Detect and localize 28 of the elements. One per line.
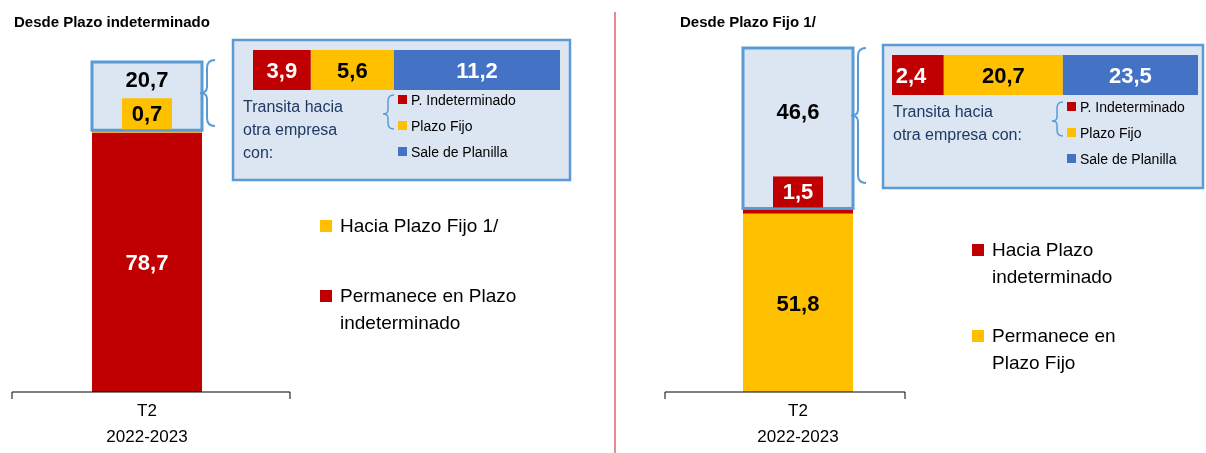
- legend-label: Hacia Plazo Fijo 1/: [340, 215, 500, 236]
- data-label: 46,6: [776, 99, 820, 125]
- data-label: 78,7: [125, 250, 169, 276]
- legend-label: Hacia Plazo indeterminado: [992, 239, 1113, 287]
- legend-label: P. Indeterminado: [411, 92, 517, 108]
- data-label: 23,5: [1109, 63, 1152, 88]
- legend-label: Permanece en Plazo Fijo: [992, 325, 1116, 373]
- legend-title: Transita hacia otra empresa con:: [893, 103, 1022, 143]
- legend-label: Plazo Fijo: [1080, 125, 1142, 141]
- data-label: 5,6: [337, 58, 368, 83]
- data-label: 51,8: [776, 290, 820, 316]
- x-tick-label: T2 2022-2023: [106, 401, 188, 446]
- legend-label: Sale de Planilla: [411, 144, 508, 160]
- chart-title: Desde Plazo Fijo 1/: [680, 13, 817, 30]
- data-label: 11,2: [456, 58, 498, 83]
- legend-title: Transita hacia otra empresa con:: [243, 98, 343, 161]
- x-tick-label: T2 2022-2023: [757, 401, 839, 446]
- data-label: 3,9: [266, 58, 298, 83]
- data-label: 20,7: [981, 63, 1025, 88]
- legend-label: Permanece en Plazo indeterminado: [340, 285, 517, 333]
- chart-title: Desde Plazo indeterminado: [14, 13, 210, 30]
- data-label: 1,5: [782, 179, 814, 205]
- data-label: 0,7: [131, 101, 163, 127]
- legend-label: Plazo Fijo: [411, 118, 473, 134]
- legend-label: P. Indeterminado: [1080, 99, 1186, 115]
- data-label: 2,4: [895, 63, 928, 88]
- data-label: 20,7: [125, 67, 169, 93]
- legend-label: Sale de Planilla: [1080, 151, 1177, 167]
